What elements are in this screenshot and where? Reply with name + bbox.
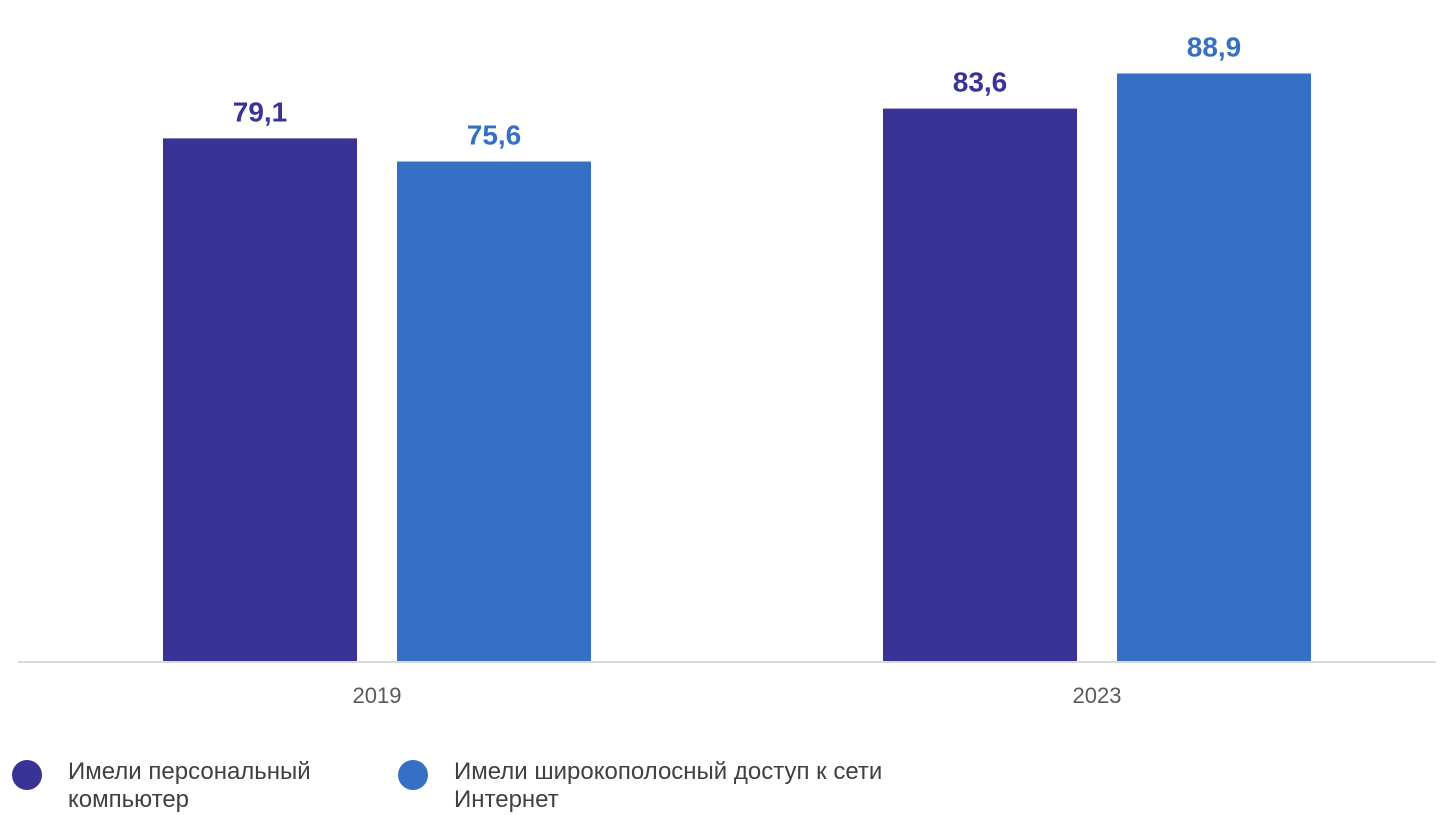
bars-layer: [163, 73, 1311, 663]
legend-marker-broadband: [398, 760, 428, 790]
data-label-2019-series-1: 75,6: [467, 120, 522, 151]
data-label-2023-series-0: 83,6: [953, 67, 1008, 98]
legend-label-broadband: Имели широкополосный доступ к сети Интер…: [454, 758, 883, 813]
bar-2023-series-1: [1117, 73, 1311, 663]
bar-chart: 79,1 75,6 83,6 88,9 2019 2023: [18, 31, 1436, 708]
data-label-2019-series-0: 79,1: [233, 96, 288, 127]
data-labels-layer: 79,1 75,6 83,6 88,9: [233, 31, 1242, 150]
bar-2023-series-0: [883, 108, 1077, 663]
legend-marker-pc: [12, 760, 42, 790]
data-label-2023-series-1: 88,9: [1187, 31, 1242, 62]
legend-item-pc[interactable]: Имели персональный компьютер: [12, 758, 372, 814]
legend: Имели персональный компьютер Имели широк…: [10, 758, 1430, 815]
x-tick-label-2019: 2019: [353, 683, 402, 708]
legend-label-pc: Имели персональный компьютер: [68, 758, 311, 813]
x-tick-label-2023: 2023: [1073, 683, 1122, 708]
bar-2019-series-1: [397, 161, 591, 662]
legend-item-broadband[interactable]: Имели широкополосный доступ к сети Интер…: [398, 758, 998, 814]
bar-2019-series-0: [163, 138, 357, 662]
